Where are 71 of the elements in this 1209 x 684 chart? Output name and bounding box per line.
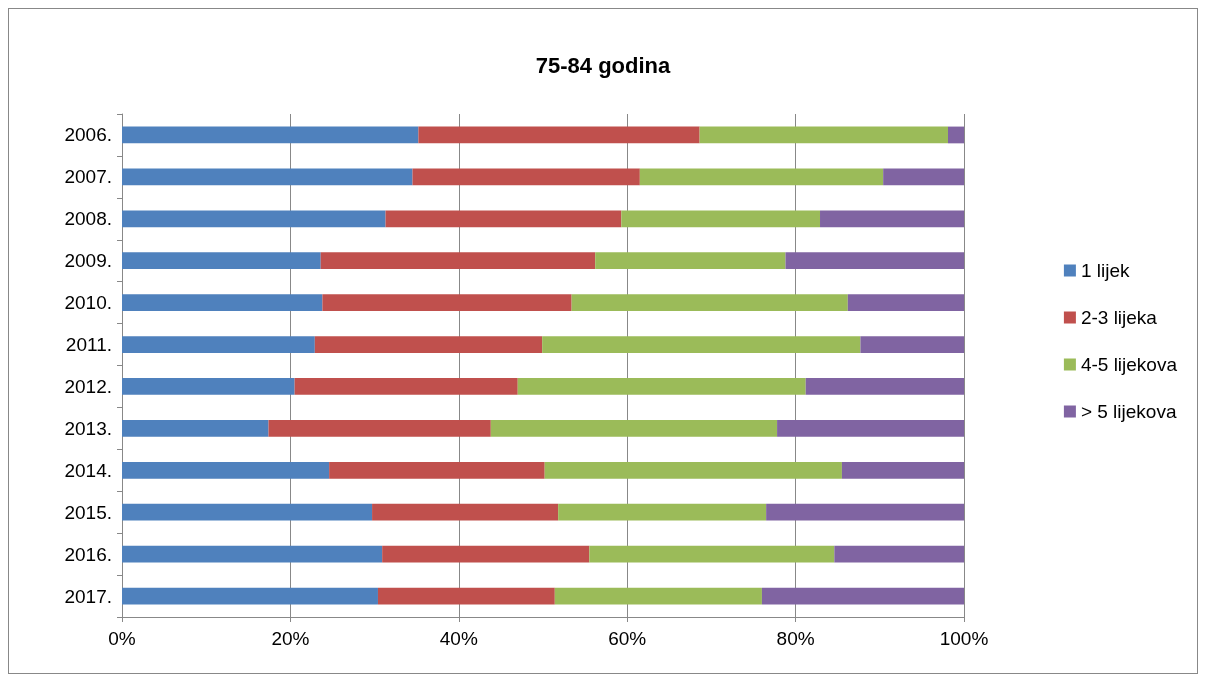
bar	[372, 503, 559, 521]
bar	[785, 252, 964, 270]
y-tick-label: 2007.	[64, 166, 112, 188]
bar	[621, 210, 821, 228]
bar	[122, 587, 378, 605]
bar	[320, 252, 596, 270]
y-tick-label: 2012.	[64, 375, 112, 397]
bar	[382, 545, 590, 563]
legend-label: 4-5 lijekova	[1080, 354, 1178, 375]
y-tick-label: 2013.	[64, 417, 112, 439]
bar	[834, 545, 964, 563]
bar	[122, 419, 269, 437]
bar	[761, 587, 964, 605]
bar	[122, 545, 383, 563]
x-tick-label: 60%	[608, 628, 647, 649]
bar	[805, 378, 964, 395]
bar	[490, 419, 778, 437]
y-tick-label: 2015.	[64, 501, 112, 523]
x-tick-label: 40%	[439, 628, 478, 649]
bar	[766, 503, 964, 521]
y-tick-label: 2010.	[64, 292, 112, 314]
bar	[418, 126, 700, 144]
legend-label: 2-3 lijeka	[1080, 307, 1158, 328]
bar	[847, 294, 964, 312]
bar	[558, 503, 767, 521]
bar	[542, 336, 861, 353]
bar	[412, 168, 640, 186]
bar	[122, 461, 330, 479]
y-tick-label: 2016.	[64, 543, 112, 565]
y-tick-label: 2009.	[64, 250, 112, 272]
bar	[385, 210, 622, 228]
x-tick-label: 0%	[108, 628, 136, 649]
x-tick-label: 20%	[271, 628, 310, 649]
bar	[544, 461, 842, 479]
bar	[294, 378, 518, 395]
y-tick-label: 2011.	[65, 334, 112, 356]
bar	[639, 168, 884, 186]
y-tick-label: 2006.	[64, 124, 112, 146]
x-tick-label: 80%	[776, 628, 815, 649]
x-tick-label: 100%	[939, 628, 989, 649]
bar	[122, 294, 323, 312]
bar	[860, 336, 964, 353]
bar	[122, 168, 413, 186]
bar	[571, 294, 848, 312]
bar	[699, 126, 948, 144]
bar	[329, 461, 545, 479]
bar	[122, 126, 419, 144]
bar	[820, 210, 964, 228]
bar	[314, 336, 543, 353]
y-tick-label: 2017.	[64, 585, 112, 607]
legend-label: 1 lijek	[1080, 260, 1130, 281]
bar	[589, 545, 835, 563]
bar	[554, 587, 762, 605]
bar	[322, 294, 572, 312]
bar	[122, 210, 386, 228]
bar	[777, 419, 964, 437]
bar	[122, 336, 315, 353]
bar	[883, 168, 964, 186]
bar	[595, 252, 786, 270]
bar	[122, 378, 295, 395]
chart-title: 75-84 godina	[535, 52, 671, 78]
bar	[517, 378, 806, 395]
bar	[948, 126, 964, 144]
bar	[377, 587, 555, 605]
bar	[841, 461, 964, 479]
y-tick-label: 2014.	[64, 459, 112, 481]
bar	[122, 503, 373, 521]
legend-label: > 5 lijekova	[1080, 401, 1177, 422]
bar	[122, 252, 321, 270]
y-tick-label: 2008.	[64, 208, 112, 230]
bar	[268, 419, 491, 437]
